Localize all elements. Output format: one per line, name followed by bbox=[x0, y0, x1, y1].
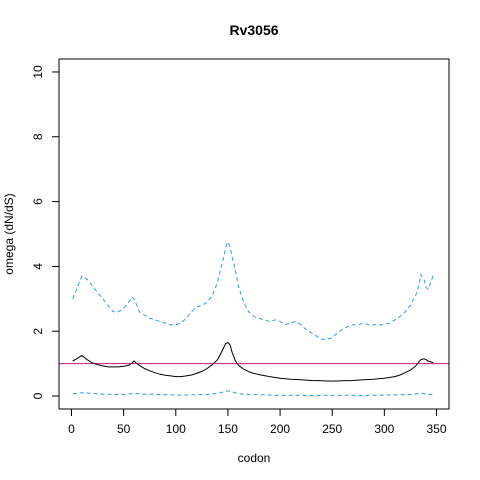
series-layer bbox=[72, 240, 434, 396]
x-axis-label: codon bbox=[238, 451, 271, 465]
y-axis-label: omega (dN/dS) bbox=[2, 193, 16, 274]
x-tick-label: 200 bbox=[270, 422, 290, 436]
x-tick-label: 100 bbox=[166, 422, 186, 436]
series-line-upper bbox=[72, 240, 434, 340]
x-tick-label: 150 bbox=[218, 422, 238, 436]
y-tick-label: 8 bbox=[31, 133, 45, 140]
x-axis: 0 50 100 150 200 250 300 350 bbox=[68, 408, 447, 436]
x-tick-label: 0 bbox=[68, 422, 75, 436]
y-tick-label: 6 bbox=[31, 198, 45, 205]
y-tick-label: 10 bbox=[31, 65, 45, 79]
x-tick-label: 350 bbox=[426, 422, 446, 436]
chart-title: Rv3056 bbox=[229, 22, 278, 38]
y-tick-label: 2 bbox=[31, 328, 45, 335]
x-tick-label: 300 bbox=[374, 422, 394, 436]
y-tick-label: 4 bbox=[31, 263, 45, 270]
y-tick-label: 0 bbox=[31, 392, 45, 399]
y-axis: 0 2 4 6 8 10 bbox=[31, 65, 60, 399]
x-tick-label: 250 bbox=[322, 422, 342, 436]
series-line-lower bbox=[72, 390, 434, 396]
series-line-estimate bbox=[72, 342, 434, 382]
plot-frame bbox=[58, 58, 450, 410]
x-tick-label: 50 bbox=[117, 422, 131, 436]
